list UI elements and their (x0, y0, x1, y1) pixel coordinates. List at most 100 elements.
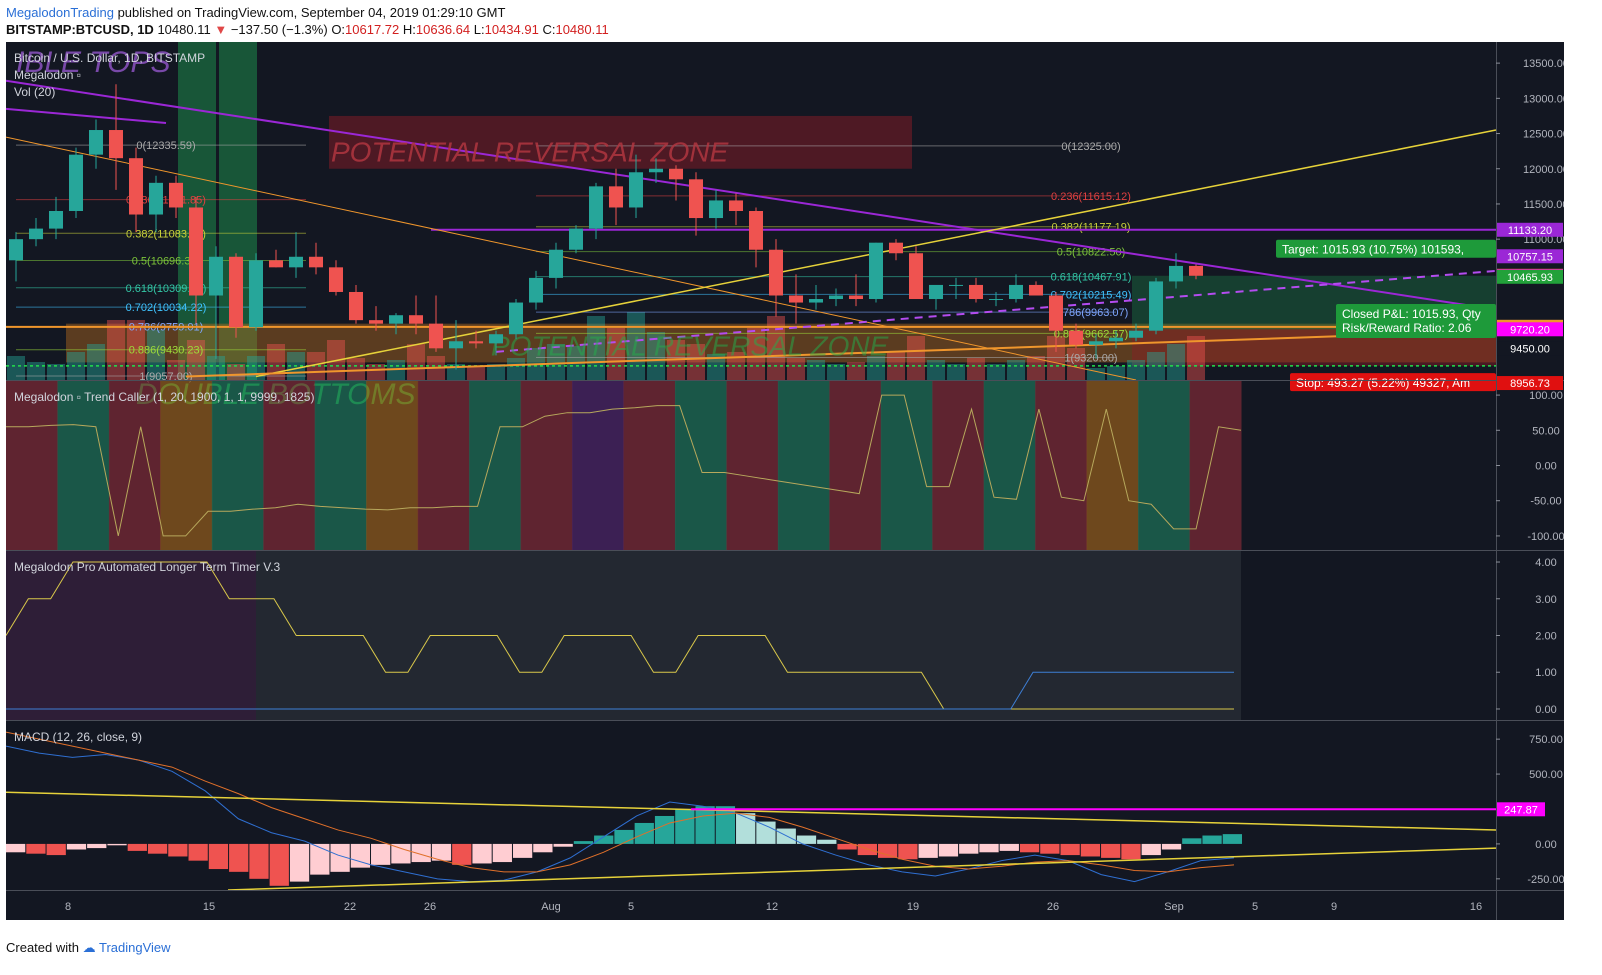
left-fib-label: 0.702(10034.22) (126, 302, 207, 314)
candle-body (1089, 341, 1103, 345)
tradingview-brand[interactable]: TradingView (99, 940, 171, 955)
candle-body (1069, 330, 1083, 345)
trend-color-band (417, 381, 470, 550)
x-tick-label: 12 (766, 901, 778, 913)
trend-color-band (6, 381, 58, 550)
candle-body (369, 320, 383, 324)
volume-bar (827, 364, 845, 380)
candle-body (669, 168, 683, 180)
candle-body (129, 158, 143, 215)
close-value: 10480.11 (555, 22, 609, 37)
price-tag-box (1497, 322, 1563, 337)
candle-body (1009, 284, 1023, 300)
macd-histogram-bar (1202, 835, 1222, 844)
chart-canvas[interactable]: 0(12335.59) 0.236(11561.85) 0.382(11083.17… (6, 42, 1564, 920)
volume-bar (627, 312, 645, 380)
macd-histogram-bar (431, 843, 452, 861)
macd-tick-label: -250.00 (1527, 874, 1564, 886)
candle-body (449, 341, 463, 349)
volume-bar (347, 358, 365, 380)
timer-tick-label: 1.00 (1535, 667, 1556, 679)
candle-body (429, 323, 443, 349)
timer-tick-label: 0.00 (1535, 704, 1556, 716)
macd-histogram-bar (614, 829, 634, 844)
trend-color-band (520, 381, 573, 550)
down-arrow-icon: ▼ (214, 22, 228, 37)
macd-histogram-bar (289, 843, 310, 882)
candle-body (69, 154, 83, 211)
symbol-label: BITSTAMP:BTCUSD, 1D (6, 22, 154, 37)
right-fib-label: 1(9320.00) (1064, 352, 1117, 364)
tradingview-logo-icon: ☁ (82, 940, 96, 955)
macd-histogram-bar (695, 806, 715, 844)
price-tag-label: 10757.15 (1507, 251, 1553, 263)
macd-histogram-bar (715, 806, 736, 844)
candle-body (289, 256, 303, 268)
x-tick-label: 15 (203, 901, 215, 913)
candle-body (589, 186, 603, 229)
candle-body (1029, 284, 1043, 296)
trend-caller-title: Megalodon ▫ Trend Caller (1, 20, 1900, 1… (14, 390, 314, 404)
price-tag-label: 8956.73 (1510, 378, 1550, 390)
high-value: 10636.64 (415, 22, 471, 37)
candle-body (9, 239, 23, 261)
x-tick-label: 26 (1047, 901, 1059, 913)
top-purple-line (6, 107, 167, 124)
candle-body (829, 295, 843, 300)
candle-body (1049, 295, 1063, 331)
main-tick-label: 11000.00 (1523, 234, 1564, 246)
created-with-text: Created with (6, 940, 79, 955)
macd-histogram-bar (857, 843, 877, 856)
trend-color-band (1189, 381, 1242, 550)
x-tick-label: 22 (344, 901, 356, 913)
candle-body (169, 182, 183, 208)
right-fib-label: 0.382(11177.19) (1051, 222, 1130, 234)
author-link[interactable]: MegalodonTrading (6, 5, 114, 20)
candle-body (609, 186, 623, 208)
last-price: 10480.11 (157, 22, 211, 37)
candle-body (409, 315, 423, 324)
macd-histogram-bar (512, 843, 533, 858)
macd-histogram-bar (66, 843, 87, 850)
timer-blue-line (6, 671, 1234, 710)
macd-line (6, 745, 1235, 883)
candle-body (789, 295, 803, 303)
trend-tick-label: 100.00 (1529, 390, 1563, 402)
main-tick-label: 12000.00 (1523, 164, 1564, 176)
macd-histogram-bar (1101, 843, 1121, 858)
trend-color-band (726, 381, 779, 550)
volume-bar (67, 352, 85, 380)
signal-line (6, 731, 1235, 873)
candle-body (889, 242, 903, 254)
target-label-text: Target: 1015.93 (10.75%) 101593, (1282, 243, 1464, 257)
volume-bar (1167, 344, 1185, 380)
volume-bar (747, 328, 765, 380)
candle-body (1129, 330, 1143, 338)
macd-histogram-bar (310, 843, 330, 875)
macd-resistance-line (6, 791, 1497, 831)
macd-histogram-bar (452, 843, 472, 865)
candle-body (329, 267, 343, 292)
volume-bar (467, 366, 485, 380)
volume-bar (407, 344, 425, 380)
candle-body (929, 284, 943, 300)
macd-histogram-bar (411, 843, 431, 863)
volume-bar (587, 316, 605, 380)
candle-body (549, 249, 563, 278)
indicator-volume-label: Vol (20) (14, 85, 55, 99)
macd-histogram-bar (350, 843, 371, 868)
macd-histogram-bar (654, 815, 675, 844)
macd-histogram-bar (877, 843, 898, 858)
volume-bar (727, 352, 745, 380)
closed-pl-label-box (1336, 304, 1496, 339)
macd-histogram-bar (1019, 843, 1040, 853)
price-tag-box (1497, 222, 1563, 237)
macd-histogram-bar (249, 843, 269, 879)
macd-histogram-bar (6, 843, 26, 853)
main-tick-label: 12500.00 (1523, 129, 1564, 141)
volume-bar (167, 360, 185, 380)
macd-histogram-bar (269, 843, 289, 886)
candle-body (349, 291, 363, 321)
candle-body (949, 284, 963, 286)
main-tick-label: 11500.00 (1523, 199, 1564, 211)
